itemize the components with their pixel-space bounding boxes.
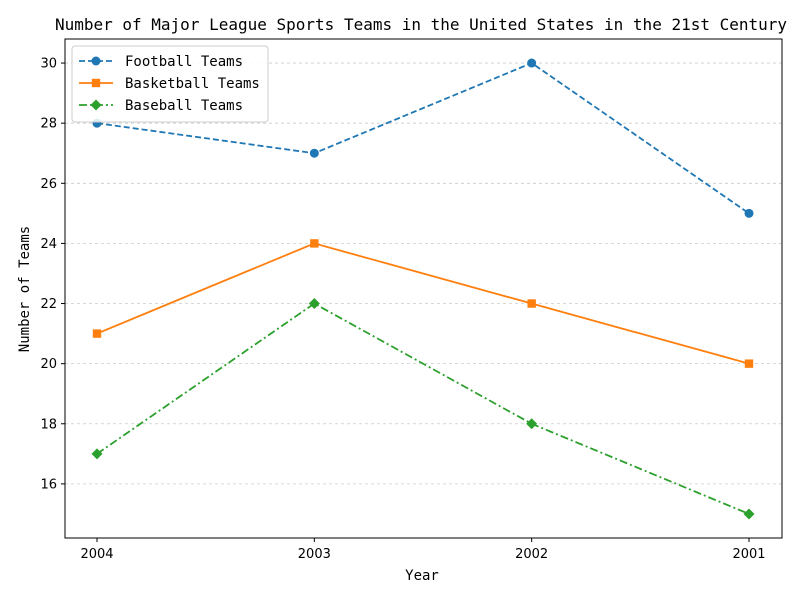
- y-tick-label: 16: [40, 477, 57, 492]
- x-tick-label: 2003: [298, 547, 331, 562]
- chart-title: Number of Major League Sports Teams in t…: [55, 15, 787, 34]
- legend-label: Baseball Teams: [125, 98, 243, 114]
- y-tick-label: 20: [40, 357, 57, 372]
- legend-marker: [92, 79, 100, 87]
- legend-label: Basketball Teams: [125, 76, 260, 92]
- series-layer: [92, 59, 755, 520]
- data-point: [93, 329, 101, 337]
- y-tick-label: 18: [40, 417, 57, 432]
- data-point: [310, 239, 318, 247]
- y-tick-label: 28: [40, 117, 57, 132]
- series-line: [97, 243, 749, 363]
- y-tick-label: 22: [40, 297, 57, 312]
- legend-label: Football Teams: [125, 54, 243, 70]
- series-2: [92, 298, 755, 519]
- x-tick-label: 2004: [80, 547, 113, 562]
- x-tick-label: 2001: [732, 547, 765, 562]
- legend: Football Teams Basketball Teams Baseball T…: [72, 46, 268, 122]
- data-point: [527, 299, 535, 307]
- x-axis-label: Year: [405, 568, 439, 584]
- legend-marker: [92, 57, 101, 66]
- data-point: [526, 418, 537, 429]
- data-point: [310, 149, 319, 158]
- data-point: [92, 448, 103, 459]
- data-point: [309, 298, 320, 309]
- series-line: [97, 304, 749, 514]
- y-tick-label: 24: [40, 237, 57, 252]
- y-axis-label: Number of Teams: [17, 226, 33, 352]
- data-point: [745, 209, 754, 218]
- y-tick-label: 26: [40, 177, 57, 192]
- axis-ticks: 16 18 20 22 24 26 28 30 2004 2003 2002 2001: [40, 57, 765, 562]
- data-point: [745, 359, 753, 367]
- x-tick-label: 2002: [515, 547, 548, 562]
- data-point: [744, 508, 755, 519]
- data-point: [527, 59, 536, 68]
- y-tick-label: 30: [40, 57, 57, 72]
